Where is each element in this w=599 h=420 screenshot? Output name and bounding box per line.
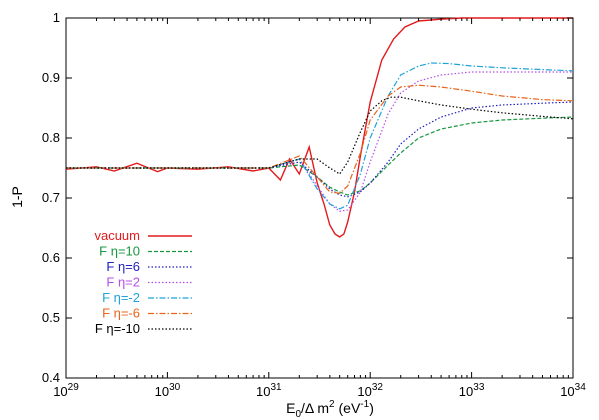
series-line-3 bbox=[66, 71, 573, 212]
y-tick-label: 0.9 bbox=[42, 70, 60, 85]
series-line-6 bbox=[66, 96, 574, 175]
x-axis-ticks: 1029 1030 1031 1032 1033 1034 bbox=[53, 18, 586, 399]
legend-label: vacuum bbox=[94, 228, 140, 243]
series-line-4 bbox=[66, 62, 574, 210]
legend-label: F η=-10 bbox=[95, 321, 140, 336]
x-tick-label: 1034 bbox=[560, 382, 586, 399]
y-tick-label: 1 bbox=[53, 10, 60, 25]
series-lines bbox=[65, 17, 574, 238]
y-axis-label: 1-P bbox=[9, 186, 25, 208]
legend-label: F η=10 bbox=[99, 244, 140, 259]
y-tick-label: 0.7 bbox=[42, 190, 60, 205]
legend-label: F η=2 bbox=[106, 275, 140, 290]
x-axis-label: E0/Δ m2 (eV-1) bbox=[286, 399, 374, 420]
x-tick-label: 1030 bbox=[155, 382, 181, 399]
series-line-0 bbox=[65, 17, 573, 238]
x-tick-label: 1033 bbox=[459, 382, 485, 399]
legend-label: F η=-2 bbox=[102, 290, 140, 305]
y-tick-label: 0.5 bbox=[42, 310, 60, 325]
x-tick-label: 1032 bbox=[357, 382, 383, 399]
series-line-1 bbox=[66, 116, 574, 196]
legend-label: F η=-6 bbox=[102, 306, 140, 321]
y-axis-ticks: 0.4 0.5 0.6 0.7 0.8 0.9 1 bbox=[42, 10, 573, 385]
series-line-5 bbox=[66, 84, 574, 194]
series-line-2 bbox=[66, 101, 574, 198]
legend-label: F η=6 bbox=[106, 259, 140, 274]
x-tick-label: 1031 bbox=[256, 382, 282, 399]
y-tick-label: 0.4 bbox=[42, 370, 60, 385]
y-tick-label: 0.8 bbox=[42, 130, 60, 145]
x-tick-label: 1029 bbox=[53, 382, 79, 399]
y-tick-label: 0.6 bbox=[42, 250, 60, 265]
